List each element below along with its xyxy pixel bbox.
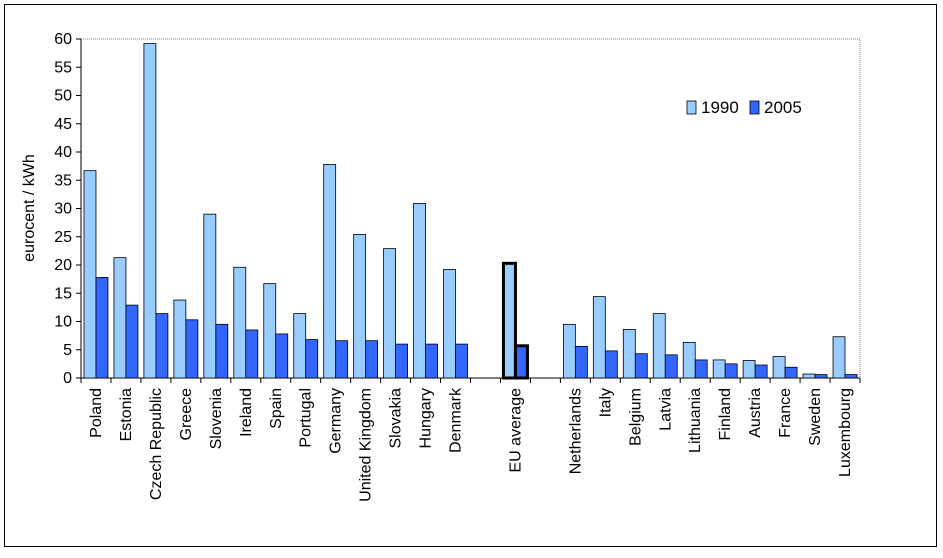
bar-2005 bbox=[335, 340, 349, 379]
bar-1990 bbox=[173, 299, 187, 379]
bar-1990 bbox=[293, 313, 307, 379]
y-axis-title: eurocent / kWh bbox=[21, 154, 38, 262]
bar-1990 bbox=[443, 269, 456, 379]
bar-1990 bbox=[501, 261, 517, 380]
x-category-label: Austria bbox=[747, 388, 764, 438]
legend: 1990 2005 bbox=[686, 98, 802, 117]
bar-1990 bbox=[592, 296, 606, 379]
bar-1990 bbox=[413, 203, 426, 379]
bar-2005 bbox=[814, 374, 828, 379]
bar-1990 bbox=[742, 360, 756, 379]
x-category-label: Ireland bbox=[238, 388, 255, 437]
bar-2005 bbox=[395, 343, 408, 379]
bar-2005 bbox=[784, 366, 798, 379]
bar-2005 bbox=[604, 350, 618, 379]
bar-2005 bbox=[125, 304, 139, 379]
y-tick-label: 60 bbox=[54, 31, 72, 48]
x-category-label: Sweden bbox=[807, 388, 824, 446]
x-category-label: Slovenia bbox=[208, 388, 225, 449]
bar-2005 bbox=[215, 323, 229, 379]
bar-2005 bbox=[275, 333, 289, 379]
y-tick-label: 15 bbox=[54, 285, 72, 302]
bar-2005 bbox=[694, 359, 708, 379]
x-category-label: Lithuania bbox=[687, 388, 704, 453]
bar-2005 bbox=[455, 343, 468, 379]
x-category-label: Netherlands bbox=[567, 388, 584, 474]
x-category-label: Italy bbox=[597, 388, 614, 417]
bar-2005 bbox=[724, 363, 738, 379]
x-category-label: Belgium bbox=[627, 388, 644, 446]
x-category-label: Luxembourg bbox=[837, 388, 854, 477]
y-tick-label: 40 bbox=[54, 144, 72, 161]
x-category-label: United Kingdom bbox=[358, 388, 375, 502]
bar-1990 bbox=[712, 359, 726, 379]
x-category-label: Latvia bbox=[657, 388, 674, 431]
bar-2005 bbox=[305, 339, 319, 379]
bar-2005 bbox=[245, 329, 259, 379]
y-tick-label: 0 bbox=[63, 370, 72, 387]
bar-1990 bbox=[772, 356, 786, 379]
x-category-label: EU average bbox=[507, 388, 524, 473]
y-tick-label: 45 bbox=[54, 116, 72, 133]
bar-2005 bbox=[155, 313, 169, 379]
y-tick-label: 55 bbox=[54, 59, 72, 76]
bars bbox=[83, 43, 858, 380]
chart-frame bbox=[4, 4, 937, 547]
bar-2005 bbox=[425, 343, 438, 379]
x-category-label: Germany bbox=[328, 388, 345, 454]
bar-2005 bbox=[513, 344, 529, 380]
y-tick-label: 25 bbox=[54, 229, 72, 246]
bar-1990 bbox=[203, 213, 217, 379]
bar-1990 bbox=[323, 164, 337, 379]
x-category-label: Hungary bbox=[418, 388, 435, 448]
bar-2005 bbox=[574, 345, 588, 379]
x-category-label: Portugal bbox=[298, 388, 315, 448]
bar-1990 bbox=[682, 342, 696, 379]
x-category-label: France bbox=[777, 388, 794, 438]
bar-1990 bbox=[113, 257, 127, 379]
bar-2005 bbox=[754, 364, 768, 379]
bar-1990 bbox=[233, 266, 247, 379]
bar-2005 bbox=[185, 319, 199, 379]
bar-1990 bbox=[622, 329, 636, 379]
bar-1990 bbox=[143, 43, 157, 379]
bar-1990 bbox=[263, 283, 277, 379]
bar-2005 bbox=[634, 353, 648, 379]
bar-1990 bbox=[802, 373, 816, 379]
x-category-label: Czech Republic bbox=[148, 388, 165, 500]
bar-2005 bbox=[365, 340, 379, 379]
bar-1990 bbox=[353, 234, 367, 379]
y-tick-label: 50 bbox=[54, 88, 72, 105]
bar-1990 bbox=[832, 336, 846, 379]
bar-2005 bbox=[95, 277, 109, 379]
legend-swatch-1990 bbox=[686, 100, 697, 115]
y-tick-label: 35 bbox=[54, 172, 72, 189]
legend-label-2005: 2005 bbox=[764, 98, 802, 117]
bar-1990 bbox=[83, 170, 97, 379]
bar-1990 bbox=[652, 313, 666, 379]
x-category-label: Greece bbox=[178, 388, 195, 441]
y-tick-label: 30 bbox=[54, 201, 72, 218]
x-axis: Poland Estonia Czech Republic Greece Sloveni… bbox=[80, 377, 861, 502]
bar-1990 bbox=[562, 323, 576, 379]
x-category-label: Spain bbox=[268, 388, 285, 429]
legend-label-1990: 1990 bbox=[701, 98, 739, 117]
y-tick-label: 10 bbox=[54, 314, 72, 331]
y-axis: 0 5 10 15 20 25 30 35 40 45 50 55 60 bbox=[54, 31, 82, 387]
bar-2005 bbox=[664, 354, 678, 379]
y-tick-label: 20 bbox=[54, 257, 72, 274]
x-category-label: Finland bbox=[717, 388, 734, 440]
x-category-label: Slovakia bbox=[388, 388, 405, 449]
x-category-label: Estonia bbox=[118, 388, 135, 441]
x-category-label: Denmark bbox=[448, 387, 465, 453]
bar-1990 bbox=[383, 248, 396, 379]
legend-swatch-2005 bbox=[749, 100, 760, 115]
y-tick-label: 5 bbox=[63, 342, 72, 359]
bar-2005 bbox=[844, 374, 858, 379]
x-category-label: Poland bbox=[88, 388, 105, 438]
